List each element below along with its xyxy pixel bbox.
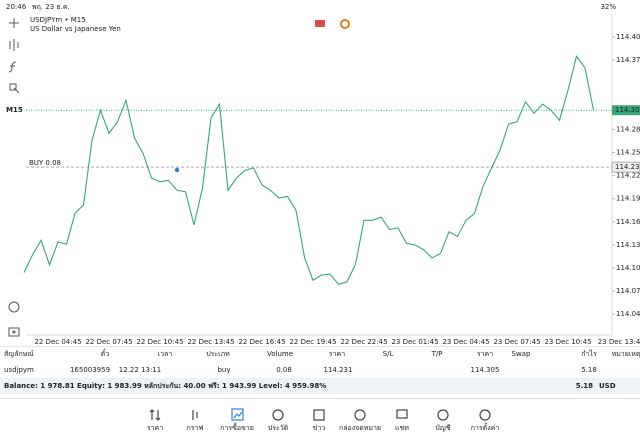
price-line bbox=[23, 55, 595, 285]
current-price-label: 114.305 bbox=[615, 106, 640, 114]
order-label: BUY 0.08 bbox=[29, 159, 61, 167]
status-battery: 32% bbox=[600, 3, 616, 11]
column-header: Volume bbox=[267, 350, 293, 358]
x-tick-label: 23 Dec 10:45 bbox=[544, 338, 591, 346]
x-tick-label: 23 Dec 04:45 bbox=[442, 338, 489, 346]
column-header: T/P bbox=[431, 350, 443, 358]
flag-icon[interactable] bbox=[340, 19, 350, 29]
column-header: ราคา bbox=[477, 350, 493, 358]
trade-icon[interactable] bbox=[231, 408, 244, 421]
candles-icon[interactable] bbox=[9, 39, 19, 51]
timeframe[interactable]: M15 bbox=[6, 106, 23, 114]
y-tick-label: 114.160 bbox=[616, 218, 640, 226]
x-tick-label: 23 Dec 13:4 bbox=[598, 338, 640, 346]
column-header: ราคา bbox=[329, 350, 345, 358]
total-profit: 5.18 bbox=[576, 382, 593, 390]
column-header: Swap bbox=[512, 350, 531, 358]
nav-icons bbox=[149, 408, 491, 421]
order-price-label: 114.231 bbox=[615, 163, 640, 171]
nav-label[interactable]: การตั้งค่า bbox=[471, 421, 500, 432]
x-tick-label: 22 Dec 10:45 bbox=[136, 338, 183, 346]
y-tick-label: 114.070 bbox=[616, 287, 640, 295]
history-icon[interactable] bbox=[272, 409, 284, 421]
indicator-icon[interactable] bbox=[8, 61, 17, 73]
column-header: หมายเหตุ bbox=[612, 350, 640, 358]
column-header: สัญลักษณ์ bbox=[4, 350, 34, 358]
mail-icon[interactable] bbox=[354, 409, 366, 421]
zoom-icon[interactable] bbox=[8, 301, 20, 313]
column-header: กำไร bbox=[581, 349, 597, 358]
order-price-box bbox=[611, 161, 640, 173]
objects-icon[interactable] bbox=[9, 83, 20, 94]
chat-icon[interactable] bbox=[396, 409, 408, 419]
y-tick-label: 114.100 bbox=[616, 264, 640, 272]
x-tick-label: 22 Dec 07:45 bbox=[85, 338, 132, 346]
column-header: S/L bbox=[383, 350, 394, 358]
nav-label[interactable]: การซื้อขาย bbox=[220, 421, 254, 432]
nav-label[interactable]: ข่าว bbox=[313, 424, 326, 432]
x-tick-label: 22 Dec 13:45 bbox=[187, 338, 234, 346]
add-icon[interactable] bbox=[8, 327, 20, 337]
nav-label[interactable]: แชท bbox=[395, 424, 409, 432]
y-tick-label: 114.130 bbox=[616, 241, 640, 249]
column-header: ตั๋ว bbox=[101, 349, 110, 358]
account-icon[interactable] bbox=[437, 409, 449, 421]
balance-bar bbox=[0, 378, 640, 394]
nav-label[interactable]: กราฟ bbox=[187, 424, 204, 432]
cell: 114.231 bbox=[324, 366, 353, 374]
crosshair-icon[interactable] bbox=[9, 18, 19, 28]
news-icon[interactable] bbox=[313, 409, 325, 421]
balance-summary: Balance: 1 978.81 Equity: 1 983.99 หลักป… bbox=[4, 382, 326, 390]
toolbar bbox=[8, 18, 20, 337]
chart-title: USDJPYm • M15 bbox=[30, 16, 86, 24]
y-tick-label: 114.040 bbox=[616, 310, 640, 318]
x-tick-label: 22 Dec 19:45 bbox=[289, 338, 336, 346]
currency: USD bbox=[599, 382, 616, 390]
y-tick-label: 114.280 bbox=[616, 125, 640, 133]
nav-label[interactable]: บัญชี bbox=[435, 424, 450, 432]
cell: 5.18 bbox=[581, 366, 597, 374]
current-price-box bbox=[612, 105, 640, 116]
trade-icon[interactable] bbox=[233, 411, 243, 419]
status-time: 20:46 bbox=[6, 3, 27, 11]
cell: buy bbox=[217, 366, 230, 374]
x-tick-label: 22 Dec 22:45 bbox=[340, 338, 387, 346]
chart-icon[interactable] bbox=[192, 410, 198, 420]
column-header: เวลา bbox=[158, 350, 173, 358]
settings-icon[interactable] bbox=[479, 409, 491, 421]
divider bbox=[0, 346, 640, 347]
nav-label[interactable]: ประวัติ bbox=[268, 424, 289, 432]
trade-marker bbox=[174, 167, 180, 173]
y-tick-label: 114.220 bbox=[616, 172, 640, 180]
y-tick-label: 114.400 bbox=[616, 33, 640, 41]
quotes-icon[interactable] bbox=[149, 409, 161, 421]
chart-subtitle: US Dollar vs Japanese Yen bbox=[30, 25, 121, 33]
cell: 0.08 bbox=[276, 366, 292, 374]
x-tick-label: 23 Dec 01:45 bbox=[391, 338, 438, 346]
cell: 165003959 bbox=[70, 366, 110, 374]
cell: 12.22 13:11 bbox=[119, 366, 161, 374]
cell: usdjpym bbox=[4, 366, 34, 374]
x-tick-label: 22 Dec 04:45 bbox=[34, 338, 81, 346]
y-tick-label: 114.370 bbox=[616, 56, 640, 64]
flag-icon[interactable] bbox=[315, 20, 325, 27]
x-tick-label: 23 Dec 07:45 bbox=[493, 338, 540, 346]
divider bbox=[0, 398, 640, 399]
column-header: ประเภท bbox=[206, 350, 230, 358]
y-tick-label: 114.190 bbox=[616, 195, 640, 203]
y-tick-label: 114.250 bbox=[616, 149, 640, 157]
nav-label[interactable]: ราคา bbox=[147, 424, 163, 432]
status-date: พฤ. 23 ธ.ค. bbox=[32, 3, 70, 11]
cell: 114.305 bbox=[471, 366, 500, 374]
nav-label[interactable]: กล่องจดหมาย bbox=[339, 424, 381, 432]
x-tick-label: 22 Dec 16:45 bbox=[238, 338, 285, 346]
